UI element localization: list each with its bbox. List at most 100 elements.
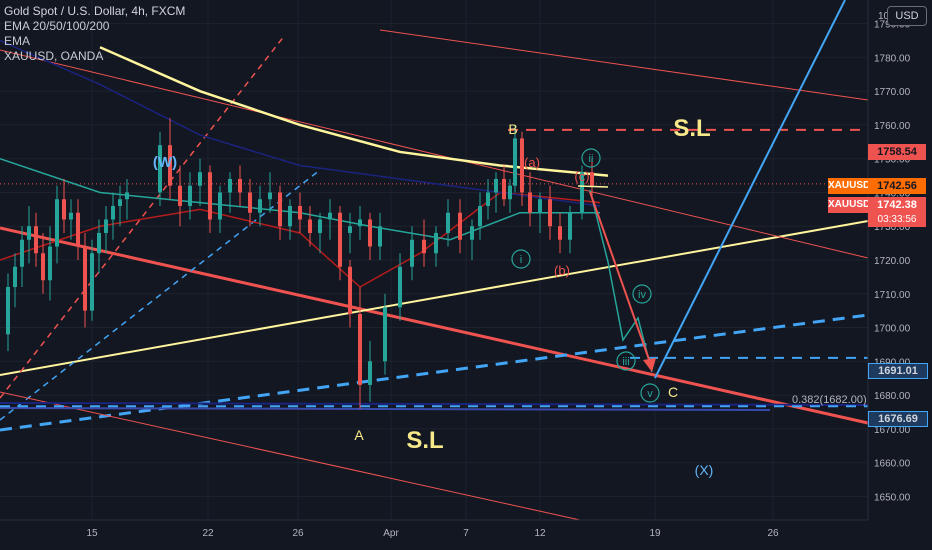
candle-body bbox=[398, 266, 402, 308]
candle-body bbox=[410, 239, 414, 267]
indicator-compare-symbol[interactable]: XAUUSD, OANDA bbox=[4, 49, 104, 63]
price-axis: 1650.00 1660.00 1670.00 1680.00 1690.00 1700.… bbox=[867, 0, 932, 550]
time-tick-label: 19 bbox=[649, 528, 661, 539]
price-tick-label: 1750.00 bbox=[874, 155, 911, 166]
time-tick-label: Apr bbox=[383, 528, 399, 539]
candle-body bbox=[13, 266, 17, 288]
time-tick-label: 12 bbox=[534, 528, 546, 539]
chart-title[interactable]: Gold Spot / U.S. Dollar, 4h, FXCM bbox=[4, 4, 186, 18]
candle-body bbox=[328, 212, 332, 220]
candle-body bbox=[208, 172, 212, 220]
candle-body bbox=[478, 205, 482, 227]
candle-body bbox=[548, 199, 552, 227]
candle-body bbox=[580, 172, 584, 213]
price-tag-1676: 1676.69 bbox=[868, 411, 928, 427]
time-axis: 15 22 26 Apr 7 12 19 26 bbox=[0, 519, 932, 550]
candle-body bbox=[528, 192, 532, 213]
arrowhead-icon bbox=[643, 358, 656, 372]
time-tick-label: 15 bbox=[86, 528, 98, 539]
wave-label-v: v bbox=[647, 388, 653, 400]
candle-body bbox=[298, 205, 302, 220]
wave-label-A: A bbox=[354, 427, 364, 443]
candle-body bbox=[104, 219, 108, 233]
projection-line-blue bbox=[654, 0, 846, 379]
secondary-price-tag: 1742.38 bbox=[868, 197, 926, 213]
time-axis-bg bbox=[0, 520, 932, 550]
wave-label-c: (c) bbox=[574, 169, 589, 184]
wave-label-iii: iii bbox=[622, 356, 629, 368]
candle-body bbox=[76, 212, 80, 247]
ema-line bbox=[0, 157, 600, 241]
currency-selector[interactable]: USD bbox=[887, 6, 927, 26]
ema-line bbox=[99, 46, 609, 177]
price-tick-label: 1730.00 bbox=[874, 222, 911, 233]
candle-body bbox=[368, 361, 372, 385]
grid bbox=[0, 0, 868, 520]
trend-line bbox=[0, 49, 869, 259]
current-price-tag: 1742.56 bbox=[868, 178, 926, 194]
wave-label-v-circle bbox=[640, 383, 660, 403]
candle-body bbox=[494, 178, 498, 193]
candle-body bbox=[83, 246, 87, 311]
candle-body bbox=[111, 205, 115, 220]
candle-body bbox=[41, 253, 45, 281]
candle-body bbox=[90, 253, 94, 311]
price-tick-label: 1710.00 bbox=[874, 290, 911, 301]
pivot-mark bbox=[577, 185, 609, 188]
price-tag-1691: 1691.01 bbox=[868, 363, 928, 379]
candle-body bbox=[358, 314, 362, 385]
trend-line bbox=[0, 402, 869, 406]
price-tick-label: 1720.00 bbox=[874, 256, 911, 267]
candle-body bbox=[55, 199, 59, 247]
candle-body bbox=[513, 138, 517, 186]
trend-line bbox=[0, 391, 581, 521]
trend-line bbox=[0, 407, 771, 411]
candle-body bbox=[308, 219, 312, 233]
wave-label-ii-circle bbox=[581, 148, 601, 168]
ema-line bbox=[0, 39, 601, 207]
stop-loss-label-upper: S.L bbox=[673, 115, 710, 142]
candle-body bbox=[278, 192, 282, 227]
candle-body bbox=[218, 192, 222, 220]
candle-body bbox=[20, 239, 24, 267]
wave-label-C: C bbox=[668, 384, 678, 400]
candle-body bbox=[358, 219, 362, 227]
indicator-ema[interactable]: EMA bbox=[4, 34, 31, 48]
chart-legend: Gold Spot / U.S. Dollar, 4h, FXCM EMA 20… bbox=[4, 4, 185, 64]
price-tick-label: 1660.00 bbox=[874, 459, 911, 470]
price-tick-label: 1680.00 bbox=[874, 391, 911, 402]
candle-body bbox=[318, 219, 322, 233]
indicator-ema-multi[interactable]: EMA 20/50/100/200 bbox=[4, 19, 110, 33]
candle-body bbox=[508, 185, 512, 200]
candle-body bbox=[348, 266, 352, 315]
wave-label-iii-circle bbox=[616, 351, 636, 371]
candle-body bbox=[228, 178, 232, 193]
trend-line bbox=[0, 169, 321, 421]
candle-body bbox=[27, 226, 31, 240]
candle-body bbox=[383, 307, 387, 362]
trend-line bbox=[0, 226, 869, 425]
candle-body bbox=[69, 212, 73, 220]
time-tick-label: 7 bbox=[463, 528, 469, 539]
candle-body bbox=[434, 232, 438, 254]
trend-line bbox=[379, 29, 869, 101]
price-tick-label: 1760.00 bbox=[874, 121, 911, 132]
candle-body bbox=[590, 172, 594, 186]
wave-label-a: (a) bbox=[524, 155, 540, 170]
candle-body bbox=[188, 185, 192, 206]
candle-body bbox=[158, 145, 162, 193]
candle-body bbox=[568, 212, 572, 240]
wave-label-B: B bbox=[508, 121, 517, 137]
candle-body bbox=[268, 192, 272, 200]
wave-label-iv: iv bbox=[638, 289, 646, 301]
trend-line bbox=[0, 313, 869, 432]
candle-body bbox=[178, 185, 182, 206]
wave-label-b: (b) bbox=[554, 263, 570, 278]
candle-body bbox=[198, 172, 202, 186]
candle-body bbox=[378, 226, 382, 247]
price-tick-label: 1780.00 bbox=[874, 53, 911, 64]
price-tick-label-partial: 10 bbox=[878, 11, 890, 22]
candle-body bbox=[258, 199, 262, 213]
